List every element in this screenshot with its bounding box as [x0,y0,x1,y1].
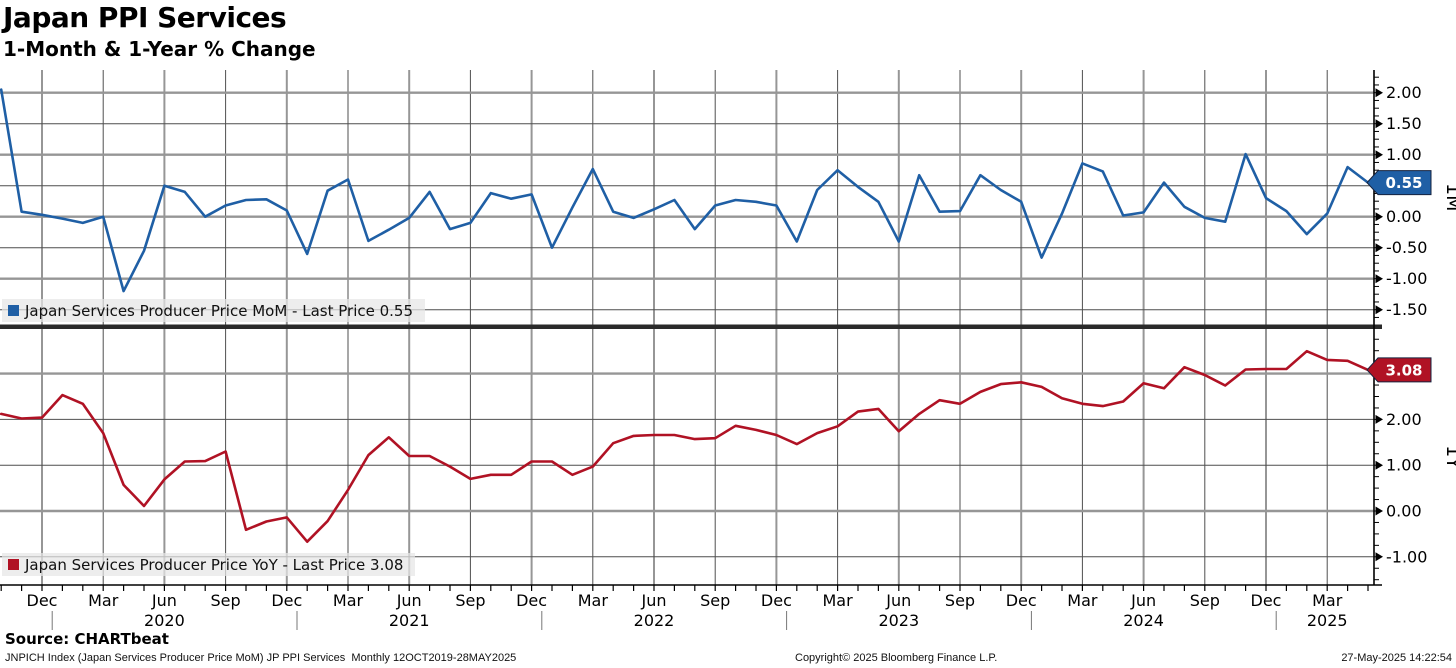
x-axis-tick-label: Jun [641,591,667,610]
x-axis-year-label: 2023 [878,611,919,630]
x-axis-tick-label: Sep [211,591,241,610]
y-axis-tick-label: -1.50 [1386,300,1427,319]
y-axis-tick-label: 0.00 [1386,502,1422,521]
last-price-value-mom: 0.55 [1385,174,1422,192]
x-axis-tick-label: Mar [333,591,364,610]
pane-separator [0,324,1382,329]
y-axis-tick-label: -1.00 [1386,269,1427,288]
x-axis-tick-label: Dec [516,591,547,610]
x-axis-tick-label: Mar [1312,591,1343,610]
last-price-flag-mom [1366,170,1432,196]
y-axis-tick-label: 1.00 [1386,145,1422,164]
legend-mom-label: Japan Services Producer Price MoM - Last… [25,301,414,320]
y-axis-tick-arrow-icon [1375,414,1383,424]
y-axis-tick-arrow-icon [1375,88,1383,98]
yoy-series-swatch [8,559,19,570]
y-axis-tick-arrow-icon [1375,552,1383,562]
x-axis-tick-label: Mar [823,591,854,610]
y-axis-tick-label: 2.00 [1386,83,1422,102]
y-axis-tick-arrow-icon [1375,150,1383,160]
x-axis-tick-label: Mar [1067,591,1098,610]
x-axis-tick-label: Mar [578,591,609,610]
y-axis-tick-arrow-icon [1375,460,1383,470]
y-axis-tick-arrow-icon [1375,212,1383,222]
y-axis-tick-label: -1.00 [1386,547,1427,566]
last-price-flag-yoy [1366,357,1432,383]
x-axis-tick-label: Dec [761,591,792,610]
y-axis-tick-arrow-icon [1375,119,1383,129]
x-axis-year-label: 2020 [144,611,185,630]
page-subtitle: 1-Month & 1-Year % Change [3,37,316,61]
y-axis-tick-label: 0.00 [1386,207,1422,226]
x-axis-tick-label: Dec [271,591,302,610]
y-axis-tick-label: 2.00 [1386,410,1422,429]
x-axis-tick-label: Jun [1130,591,1156,610]
x-axis-year-label: 2024 [1123,611,1164,630]
last-price-value-yoy: 3.08 [1385,361,1422,379]
legend-mom: Japan Services Producer Price MoM - Last… [2,299,426,322]
y-axis-tick-arrow-icon [1375,243,1383,253]
x-axis-tick-label: Dec [27,591,58,610]
legend-yoy-label: Japan Services Producer Price YoY - Last… [25,555,404,574]
x-axis-tick-label: Dec [1006,591,1037,610]
legend-yoy: Japan Services Producer Price YoY - Last… [2,553,416,576]
y-axis-tick-arrow-icon [1375,305,1383,315]
timestamp: 27-May-2025 14:22:54 [1341,652,1452,664]
axis-title-1m: 1M [1442,183,1456,211]
y-axis-tick-arrow-icon [1375,506,1383,516]
x-axis-tick-label: Dec [1251,591,1282,610]
copyright-notice: Copyright© 2025 Bloomberg Finance L.P. [795,652,998,664]
x-axis-tick-label: Sep [455,591,485,610]
x-axis-tick-label: Jun [151,591,177,610]
mom-series-swatch [8,305,19,316]
x-axis-year-label: 2022 [634,611,675,630]
axis-title-1y: 1Y [1442,445,1456,469]
index-info: JNPICH Index (Japan Services Producer Pr… [5,652,517,664]
x-axis-tick-label: Jun [396,591,422,610]
x-axis-tick-label: Sep [700,591,730,610]
x-axis-tick-label: Mar [88,591,119,610]
yoy-line-series [0,349,1370,544]
source-label: Source: CHARTbeat [5,630,169,648]
y-axis-tick-label: -0.50 [1386,238,1427,257]
page-title: Japan PPI Services [3,1,287,34]
x-axis-tick-label: Sep [1190,591,1220,610]
x-axis-tick-label: Sep [945,591,975,610]
y-axis-tick-label: 1.50 [1386,114,1422,133]
y-axis-tick-arrow-icon [1375,274,1383,284]
x-axis-tick-label: Jun [885,591,911,610]
mom-line-series [0,88,1370,293]
x-axis-year-label: 2025 [1307,611,1348,630]
y-axis-tick-label: 1.00 [1386,456,1422,475]
x-axis-year-label: 2021 [389,611,430,630]
